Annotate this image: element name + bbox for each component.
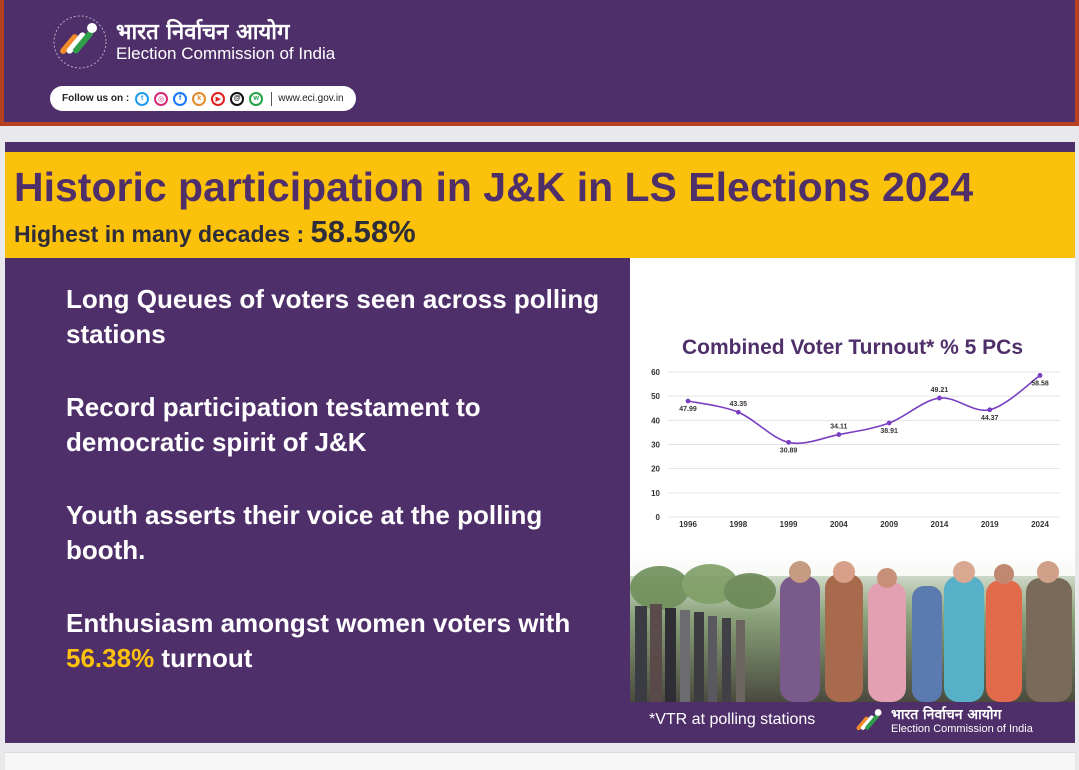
data-point [937,395,942,401]
data-label: 47.99 [679,406,697,413]
point-youth: Youth asserts their voice at the polling… [66,500,543,565]
x-tick-label: 2024 [1031,520,1049,529]
threads-icon[interactable]: @ [230,91,245,106]
social-bar: Follow us on : t ◎ f k ▶ @ w www.eci.gov… [50,86,356,111]
footnote: *VTR at polling stations [649,711,816,728]
whatsapp-icon[interactable]: w [249,91,264,106]
footer-brand-hindi: भारत निर्वाचन आयोग [891,707,1002,723]
data-point [886,420,892,426]
data-point [1037,373,1043,378]
x-tick-label: 2009 [880,520,898,529]
youtube-icon[interactable]: ▶ [211,91,226,106]
data-label: 44.37 [981,415,999,422]
koo-icon[interactable]: k [192,91,207,106]
key-points: Long Queues of voters seen across pollin… [66,282,626,714]
y-tick-label: 40 [651,416,660,425]
bottom-strip [5,752,1075,770]
y-tick-label: 30 [651,441,660,450]
chart-title: Combined Voter Turnout* % 5 PCs [681,336,1024,359]
x-tick-label: 2019 [981,520,999,529]
twitter-icon[interactable]: t [135,91,150,106]
subtitle: Highest in many decades : 58.58% [14,214,416,250]
data-point [836,432,842,437]
instagram-icon[interactable]: ◎ [154,91,169,106]
header-bar: भारत निर्वाचन आयोग Election Commission o… [0,0,1079,126]
point-record: Record participation testament to democr… [66,392,481,457]
voters-queue-photo [630,546,1075,702]
y-tick-label: 60 [651,368,660,377]
title-banner [5,152,1075,258]
eci-logo-icon [53,15,107,69]
main-card: Historic participation in J&K in LS Elec… [5,142,1075,743]
page-title: Historic participation in J&K in LS Elec… [14,164,974,210]
data-label: 43.35 [730,401,748,408]
x-tick-label: 2014 [931,520,949,529]
x-tick-label: 1999 [780,520,798,529]
x-tick-label: 1996 [679,520,697,529]
brand-english: Election Commission of India [116,44,336,63]
turnout-line-chart: 0 10 20 30 40 50 60 1996 1998 1999 2004 2009 2014 201… [651,368,1060,529]
point-women-text: Enthusiasm amongst women voters with [66,608,571,638]
follow-label: Follow us on : [62,93,130,104]
data-label: 30.89 [780,447,798,454]
data-point [786,439,791,445]
data-point [987,407,993,413]
y-tick-label: 20 [651,465,660,474]
x-tick-label: 1998 [729,520,747,529]
y-tick-label: 10 [651,489,660,498]
divider [271,91,273,106]
series-line [687,374,1041,445]
data-label: 49.21 [931,387,949,394]
data-point [735,409,741,415]
data-point [685,398,691,404]
footer-brand-english: Election Commission of India [891,723,1033,735]
facebook-icon[interactable]: f [173,91,188,106]
point-women: Enthusiasm amongst women voters with 56.… [66,606,626,676]
chart-panel: Combined Voter Turnout* % 5 PCs 0 10 20 30 4… [630,258,1075,702]
data-label: 58.58 [1031,380,1049,387]
y-tick-label: 0 [656,513,661,522]
eci-footer-logo-icon [856,709,882,731]
website-link[interactable]: www.eci.gov.in [278,93,344,104]
point-queues: Long Queues of voters seen across pollin… [66,284,600,349]
data-label: 34.11 [830,424,847,431]
data-label: 38.91 [880,428,898,435]
subtitle-text: Highest in many decades : [14,221,305,247]
x-tick-label: 2004 [830,520,848,529]
point-women-suffix: turnout [154,643,253,673]
brand-hindi: भारत निर्वाचन आयोग [116,20,290,45]
turnout-highlight: 58.58% [310,214,416,249]
y-tick-label: 50 [651,392,660,401]
women-turnout-highlight: 56.38% [66,643,155,673]
